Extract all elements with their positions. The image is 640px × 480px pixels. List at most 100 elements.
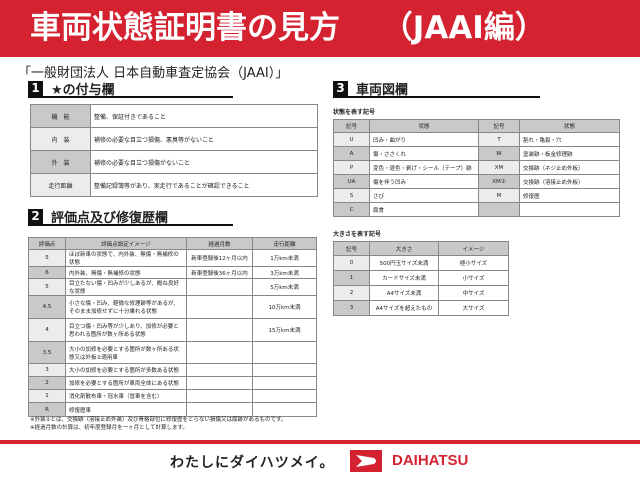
table-cell: 5万km未満: [252, 278, 317, 296]
section2-header: 2 評価点及び修復歴欄: [28, 209, 233, 226]
section-number: 2: [28, 209, 43, 224]
table-row: 3 大小の加修を必要とする箇所が多数ある状態: [28, 363, 317, 377]
table-cell: A: [333, 146, 370, 161]
table-cell: 6: [28, 266, 66, 279]
table-cell: 0: [333, 255, 370, 271]
table-cell: 評価点設定イメージ: [65, 237, 187, 250]
table-cell: 1: [28, 389, 66, 403]
table-cell: 目立たない傷・凹みが少しあるが、概ね良好な状態: [65, 278, 187, 296]
table-cell: 割れ・亀裂・穴: [519, 132, 620, 147]
section-number: 1: [28, 81, 43, 96]
table-cell: 1万km未満: [252, 249, 317, 267]
table-cell: [252, 341, 317, 364]
table-row: UA 傷を伴う凹み XM② 交換跡（溶接止め外板）: [333, 174, 620, 189]
section1-header: 1 ★の付与欄: [28, 81, 233, 98]
table-cell: [186, 402, 253, 417]
table-row: 3.5 大小の加修を必要とする箇所が数ヶ所ある状態又は外板②適用車: [28, 341, 317, 364]
table-row: 1 カードサイズ未満 小サイズ: [333, 270, 509, 286]
table-row: U 凹み・曲がり T 割れ・亀裂・穴: [333, 132, 620, 147]
table-cell: 10万km未満: [252, 295, 317, 319]
section3-header: 3 車両図欄: [333, 81, 540, 98]
table-cell: 外 装: [30, 150, 91, 174]
table-cell: 3.5: [28, 341, 66, 364]
size-caption: 大きさを表す記号: [333, 231, 382, 238]
table-cell: [252, 389, 317, 403]
table-cell: [252, 363, 317, 377]
table-cell: さび: [369, 188, 479, 203]
table-cell: [252, 402, 317, 417]
table-cell: 新車登録後36ヶ月以内: [186, 266, 253, 279]
table-row: 機 能整備、保証付きであること: [30, 104, 318, 128]
header-row: 記号 状態 記号 状態: [333, 119, 620, 133]
table-row: 6 内外装、無傷・無補修の状態 新車登録後36ヶ月以内 3万km未満: [28, 266, 317, 279]
table-cell: M: [478, 188, 520, 203]
condition-caption: 状態を表す記号: [333, 109, 376, 116]
brand-name: DAIHATSU: [392, 452, 469, 469]
table-cell: 500円玉サイズ未満: [369, 255, 439, 271]
table-row: P 変色・退色・剥げ・シール（テープ）跡 XM 交換跡（ネジ止め外板）: [333, 160, 620, 175]
note: ※外装②とは、交換跡（溶接止め外装）及び骨格部位に修復歴をとらない損傷又は腐跡が…: [30, 417, 287, 423]
table-row: 内 装補修の必要な目立つ損傷、悪臭等がないこと: [30, 127, 318, 151]
table-cell: 塗装跡・板金修理跡: [519, 146, 620, 161]
table-cell: 整備、保証付きであること: [90, 104, 318, 128]
table-cell: [252, 376, 317, 390]
table-cell: 新車登録後12ヶ月以内: [186, 249, 253, 267]
table-cell: 走行距離: [30, 173, 91, 197]
table-cell: 評価点: [28, 237, 66, 250]
table-row: 3 A4サイズを超えたもの 大サイズ: [333, 300, 509, 316]
table-cell: 小サイズ: [438, 270, 509, 286]
table-cell: P: [333, 160, 370, 175]
table-cell: 整備記録簿等があり、実走行であることが確認できること: [90, 173, 318, 197]
table-cell: 内外装、無傷・無補修の状態: [65, 266, 187, 279]
grade-table: 評価点 評価点設定イメージ 経過月数 走行距離 5 ほぼ新車の状態で、内外装、無傷・無補修…: [28, 237, 317, 417]
table-cell: T: [478, 132, 520, 147]
table-cell: 大サイズ: [438, 300, 509, 316]
star-table: 機 能整備、保証付きであること内 装補修の必要な目立つ損傷、悪臭等がないこと外 …: [30, 104, 318, 197]
table-cell: 傷を伴う凹み: [369, 174, 479, 189]
table-cell: [478, 202, 520, 217]
table-cell: ほぼ新車の状態で、内外装、無傷・無補修の状態: [65, 249, 187, 267]
table-cell: 3万km未満: [252, 266, 317, 279]
daihatsu-logo-icon: [350, 450, 382, 472]
section-number: 3: [333, 81, 348, 96]
table-cell: 4.5: [28, 295, 66, 319]
table-cell: 記号: [478, 119, 520, 133]
table-cell: 腐食: [369, 202, 479, 217]
table-cell: 経過月数: [186, 237, 253, 250]
table-cell: 変色・退色・剥げ・シール（テープ）跡: [369, 160, 479, 175]
table-row: 4.5 小さな傷・凹み、軽微な修理跡等があるが、そのまま加修せずに十分乗れる状態 1…: [28, 295, 317, 319]
notes: ※外装②とは、交換跡（溶接止め外装）及び骨格部位に修復歴をとらない損傷又は腐跡が…: [30, 416, 287, 432]
table-cell: XM: [478, 160, 520, 175]
table-cell: 内 装: [30, 127, 91, 151]
table-cell: 大小の加修を必要とする箇所が多数ある状態: [65, 363, 187, 377]
table-row: 0 500円玉サイズ未満 極小サイズ: [333, 255, 509, 271]
table-row: 5 目立たない傷・凹みが少しあるが、概ね良好な状態 5万km未満: [28, 278, 317, 296]
table-cell: [186, 295, 253, 319]
table-cell: [186, 318, 253, 342]
section-title: 車両図欄: [356, 83, 409, 98]
table-cell: 傷・ささくれ: [369, 146, 479, 161]
slogan-logo: わたしにダイハツメイ。: [170, 455, 335, 471]
table-cell: 大きさ: [369, 241, 439, 256]
table-cell: 記号: [333, 119, 370, 133]
table-cell: 消化剤散布車・冠水車（冒車を含む）: [65, 389, 187, 403]
table-row: 1 消化剤散布車・冠水車（冒車を含む）: [28, 389, 317, 403]
table-cell: 5: [28, 278, 66, 296]
table-cell: UA: [333, 174, 370, 189]
table-cell: [186, 341, 253, 364]
table-cell: 記号: [333, 241, 370, 256]
table-row: 外 装補修の必要な目立つ損傷がないこと: [30, 150, 318, 174]
table-cell: A4サイズ未満: [369, 285, 439, 301]
table-cell: [186, 278, 253, 296]
table-cell: 補修の必要な目立つ損傷がないこと: [90, 150, 318, 174]
table-cell: 2: [28, 376, 66, 390]
table-cell: R: [28, 402, 66, 417]
table-cell: 5: [28, 249, 66, 267]
table-row: S さび M 修復歴: [333, 188, 620, 203]
divider: [0, 440, 640, 444]
table-row: 2 加修を必要とする箇所が車両全体にある状態: [28, 376, 317, 390]
condition-table: 記号 状態 記号 状態 U 凹み・曲がり T 割れ・亀裂・穴 A 傷・ささくれ W 塗装跡・板金修理跡…: [333, 119, 620, 217]
table-cell: 状態: [519, 119, 620, 133]
table-cell: C: [333, 202, 370, 217]
table-row: R 修復歴車: [28, 402, 317, 417]
